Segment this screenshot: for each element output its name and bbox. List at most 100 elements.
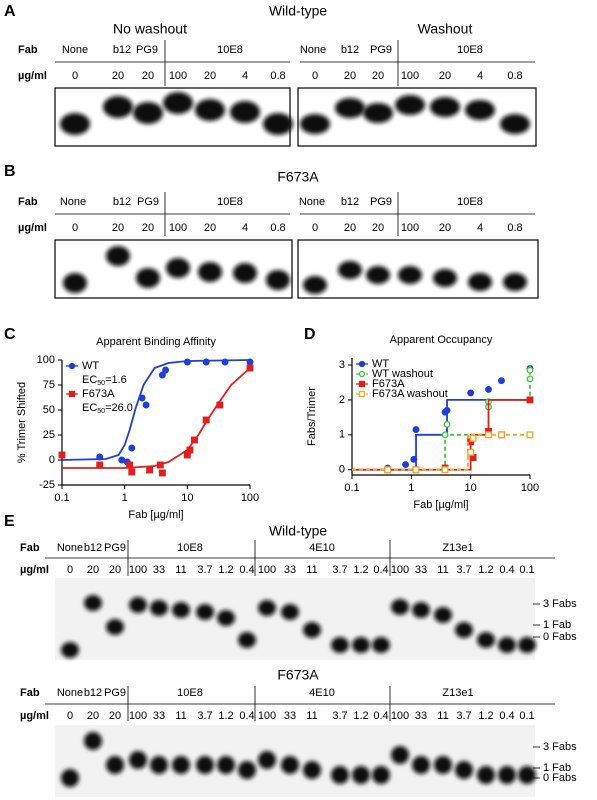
data-point — [216, 401, 224, 409]
conc-value: 0.8 — [507, 70, 522, 82]
conc-value: 100 — [401, 222, 419, 234]
gel-band — [136, 268, 160, 288]
data-point — [402, 461, 410, 468]
data-point — [485, 385, 492, 393]
x-axis-label: Fab [µg/ml] — [128, 509, 183, 521]
fab-name: b12 — [84, 542, 102, 554]
conc-value: 4 — [477, 222, 483, 234]
gel-band — [518, 766, 536, 784]
fab-name: b12 — [84, 687, 102, 699]
panel-title: Wild-type — [269, 3, 328, 19]
ec50-text: EC — [82, 402, 97, 414]
gel-band — [198, 262, 222, 282]
conc-value: 11 — [306, 710, 317, 722]
conc-value: 3.7 — [456, 564, 471, 576]
y-axis-label: % Trimer Shifted — [16, 382, 28, 463]
conc-value: 0.4 — [239, 710, 254, 722]
conc-value: 0.8 — [270, 70, 285, 82]
conc-value: 20 — [87, 564, 99, 576]
fab-name: PG9 — [370, 44, 392, 56]
data-point — [191, 436, 198, 444]
conc-value: 4 — [242, 222, 248, 234]
size-marker: 0 Fabs — [543, 772, 577, 784]
gel-title: F673A — [277, 667, 319, 683]
conc-value: 11 — [437, 710, 448, 722]
fab-name: PG9 — [104, 542, 126, 554]
gel-band — [84, 732, 102, 750]
size-marker: 1 Fab — [543, 762, 571, 774]
gel-band — [465, 100, 495, 120]
conc-value: 0.1 — [519, 564, 534, 576]
y-tick-label: 50 — [43, 404, 55, 416]
fab-label: Fab — [18, 196, 38, 208]
gel-band — [331, 766, 349, 784]
fab-name: b12 — [113, 44, 131, 56]
gel-band — [63, 273, 87, 293]
conc-value: 0.8 — [270, 222, 285, 234]
conc-value: 20 — [204, 70, 216, 82]
conc-value: 1.2 — [218, 710, 233, 722]
legend-label: WT washout — [372, 368, 433, 380]
fab-name: PG9 — [136, 44, 158, 56]
data-point — [384, 466, 392, 474]
gel-band — [266, 270, 290, 290]
gel-band — [518, 637, 536, 653]
fab-name: None — [62, 44, 88, 56]
gel-band — [217, 610, 235, 626]
conc-value: 0.4 — [499, 710, 514, 722]
gel-band — [61, 769, 79, 787]
conc-value: 0 — [72, 70, 78, 82]
x-tick-label: 1 — [408, 482, 414, 494]
fab-name: PG9 — [370, 196, 392, 208]
data-point — [221, 358, 229, 366]
gel-band — [372, 637, 390, 653]
gel-band — [60, 113, 90, 135]
gel-band — [503, 273, 527, 291]
gel-band — [129, 597, 147, 613]
gel-band — [391, 599, 409, 615]
data-point — [467, 389, 475, 397]
conc-value: 33 — [415, 710, 427, 722]
conc-label: µg/ml — [18, 70, 47, 82]
fit-line — [61, 359, 251, 461]
x-tick-label: 10 — [181, 492, 193, 504]
panel-letter: C — [4, 326, 16, 343]
data-point — [246, 358, 254, 366]
conc-value: 20 — [109, 710, 121, 722]
y-tick-label: 75 — [43, 379, 55, 391]
fab-name: PG9 — [104, 687, 126, 699]
gel-band — [335, 98, 365, 118]
data-point — [158, 371, 166, 379]
conc-value: 4 — [242, 70, 248, 82]
gel-band — [195, 99, 225, 121]
data-point — [202, 358, 210, 366]
conc-value: 0 — [72, 222, 78, 234]
conc-value: 20 — [344, 70, 356, 82]
panel-letter: D — [304, 326, 316, 343]
conc-value: 100 — [258, 564, 276, 576]
gel-band — [217, 756, 235, 774]
fab-label: Fab — [20, 542, 40, 554]
gel-band — [263, 113, 293, 135]
conc-value: 11 — [175, 710, 186, 722]
fab-label: Fab — [18, 44, 38, 56]
legend-marker — [68, 390, 76, 398]
conc-value: 20 — [112, 222, 124, 234]
conc-value: 20 — [112, 70, 124, 82]
ec50-value: =26.0 — [105, 402, 133, 414]
gel-band — [230, 101, 260, 123]
y-tick-label: 3 — [339, 359, 345, 371]
conc-value: 0.4 — [239, 564, 254, 576]
data-point — [138, 394, 146, 402]
conc-value: 20 — [87, 710, 99, 722]
gel-band — [500, 114, 530, 134]
conc-value: 100 — [129, 710, 147, 722]
gel-band — [303, 622, 321, 638]
conc-value: 20 — [439, 222, 451, 234]
fab-name: b12 — [113, 196, 131, 208]
gel-band — [281, 604, 299, 620]
gel-band — [412, 602, 430, 618]
data-point — [469, 434, 477, 442]
data-point — [156, 461, 164, 469]
